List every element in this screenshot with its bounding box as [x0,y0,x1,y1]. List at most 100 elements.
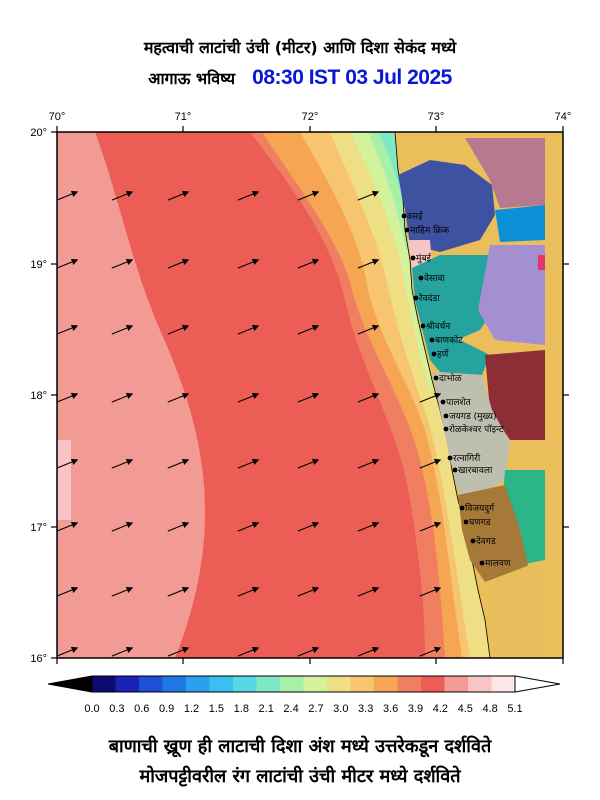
lon-tick-72: 72° [302,111,319,123]
coastal-locations: वसई माहिम क्रिक मुंबई वेसावा रेवदंडा श्रीवर्ध… [401,210,511,569]
colorbar-swatch [139,676,163,692]
place-marker-rolkeshwar [443,426,449,432]
wave-direction-arrow [56,258,79,269]
colorbar-label: 2.1 [259,703,274,715]
map-title: महत्वाची लाटांची उंची (मीटर) आणि दिशा से… [143,38,457,57]
wave-direction-arrow [419,392,442,403]
region-palghar [398,160,495,252]
color-legend-note: मोजपट्टीवरील रंग लाटांची उंची मीटर मध्ये… [139,766,461,787]
wave-direction-arrows [56,190,442,657]
forecast-label: आगाऊ भविष्य [148,69,236,88]
colorbar-swatch [256,676,281,692]
colorbar-swatch [162,676,187,692]
lat-tick-20: 20° [30,127,47,139]
region-sangli [510,440,545,470]
place-label-kharbawla: खारबावला [458,466,493,476]
band-4-8-edge [57,440,71,520]
colorbar-label: 2.4 [283,703,298,715]
colorbar-label: 4.2 [433,703,448,715]
map-frame-ticks [51,126,569,664]
wave-direction-arrow [237,646,260,657]
place-label-rolkeshwar: रोळकेश्वर पॉइन्ट [449,423,504,435]
colorbar-swatch [92,676,116,692]
wave-direction-arrow [357,586,380,597]
place-marker-jaigad [443,413,449,419]
place-label-vijaydurg: विजयदुर्ग [465,502,495,514]
wave-direction-arrow [111,190,134,201]
region-east-strip [545,138,563,658]
wave-direction-arrow [297,646,320,657]
wave-direction-arrow [167,458,190,469]
wave-height-field [57,132,563,658]
wave-direction-arrow [357,646,380,657]
wave-direction-arrow [111,521,134,532]
wave-direction-arrow [237,586,260,597]
region-pune [478,245,545,345]
place-marker-bankot [429,337,435,343]
region-goa [485,565,545,658]
forecast-subtitle: आगाऊ भविष्य 08:30 IST 03 Jul 2025 [0,66,600,90]
wave-direction-arrow [111,458,134,469]
place-label-revdanda: रेवदंडा [419,292,441,304]
wave-direction-arrow [167,324,190,335]
colorbar-swatch [491,676,516,692]
place-marker-vasai [401,213,407,219]
place-marker-mumbai [410,255,416,261]
lat-tick-17: 17° [30,522,47,534]
colorbar-label: 0.3 [109,703,124,715]
lon-tick-73: 73° [428,111,445,123]
place-label-shrivardhan: श्रीवर्धन [426,320,451,332]
place-label-mumbai: मुंबई [416,252,432,264]
place-marker-shrivardhan [420,323,426,329]
wave-direction-arrow [237,324,260,335]
colorbar-under-triangle [47,675,93,693]
colorbar-swatch [186,676,210,692]
place-label-harne: हर्णे [437,348,449,360]
wave-direction-arrow [111,324,134,335]
forecast-time: 08:30 IST 03 Jul 2025 [252,66,452,89]
wave-direction-arrow [419,646,442,657]
wave-direction-arrow [111,392,134,403]
wave-direction-arrow [357,324,380,335]
wave-direction-arrow [357,458,380,469]
colorbar-swatch [444,676,469,692]
colorbar-swatch [233,676,257,692]
colorbar-label: 4.5 [458,703,473,715]
wave-direction-arrow [111,586,134,597]
wave-direction-arrow [56,392,79,403]
wave-direction-arrow [167,521,190,532]
wave-direction-arrow [297,458,320,469]
place-label-bankot: बाणकोट [435,334,463,346]
wave-direction-arrow [56,190,79,201]
colorbar-swatch [421,676,445,692]
place-label-malvan: मालवण [485,559,511,569]
colorbar-label: 1.2 [184,703,199,715]
colorbar-swatch [303,676,328,692]
wave-direction-arrow [357,258,380,269]
wave-direction-arrow [56,521,79,532]
place-marker-ratnagiri [447,455,453,461]
wave-direction-arrow [111,258,134,269]
wave-direction-arrow [237,458,260,469]
lon-tick-71: 71° [175,111,192,123]
colorbar-swatches [91,675,516,693]
colorbar-label: 0.9 [159,703,174,715]
place-marker-ghangad [463,519,469,525]
wave-direction-arrow [357,190,380,201]
region-ahmednagar-edge [538,255,545,270]
colorbar-over-triangle [514,675,561,693]
region-raigad [412,255,500,345]
colorbar-swatch [350,676,375,692]
wave-direction-arrow [167,646,190,657]
place-label-devgad: देवगड [476,535,496,547]
lon-tick-70: 70° [49,111,66,123]
region-raigad-south [425,340,490,375]
lon-tick-74: 74° [555,111,572,123]
place-marker-malvan [479,560,485,566]
place-label-dabhol: दाभोळ [439,372,462,384]
place-label-ghangad: घणगड [469,518,491,528]
place-marker-mahim [404,227,410,233]
colorbar-label: 4.8 [482,703,497,715]
wave-direction-arrow [167,586,190,597]
